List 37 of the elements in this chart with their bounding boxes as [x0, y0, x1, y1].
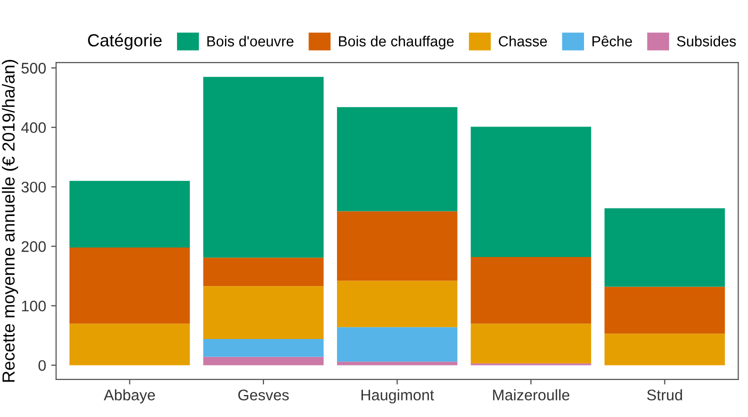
- bar: [203, 286, 324, 340]
- y-tick-label: 300: [21, 182, 46, 193]
- x-tick-label: Maizeroulle: [493, 389, 570, 400]
- bar: [604, 334, 725, 366]
- y-tick-label: 100: [22, 300, 46, 312]
- x-tick-label: Strud: [647, 389, 682, 400]
- bar: [336, 362, 458, 366]
- x-tick-label: Haugimont: [362, 389, 434, 404]
- bar: [470, 256, 592, 324]
- legend-label: Chasse: [498, 36, 547, 46]
- bar: [203, 339, 324, 357]
- bar: [203, 258, 324, 286]
- y-tick-label: 400: [21, 122, 46, 134]
- bar: [336, 107, 458, 212]
- legend-label: Bois de chauffage: [339, 36, 454, 50]
- bar: [203, 76, 324, 258]
- bar: [69, 324, 190, 366]
- legend-label: Bois d'oeuvre: [207, 36, 294, 46]
- bar: [604, 286, 725, 334]
- y-tick-label: 200: [22, 241, 46, 252]
- bar: [470, 324, 592, 364]
- bar: [336, 327, 458, 362]
- legend-label: Pêche: [592, 36, 632, 46]
- x-tick-label: Gesves: [238, 390, 289, 400]
- legend-label: Subsides: [677, 36, 736, 46]
- y-tick-label: 500: [22, 62, 46, 74]
- bar: [203, 356, 324, 366]
- bar: [69, 180, 190, 248]
- bar: [336, 280, 458, 328]
- bar: [604, 208, 725, 287]
- bar: [336, 211, 458, 281]
- y-axis-title: Recette moyenne annuelle (€ 2019/ha/an): [2, 60, 18, 382]
- legend-title: Catégorie: [88, 34, 162, 50]
- bar: [69, 247, 190, 324]
- y-tick-label: 0: [38, 360, 46, 371]
- x-tick-label: Abbaye: [104, 389, 155, 404]
- bar: [470, 126, 592, 257]
